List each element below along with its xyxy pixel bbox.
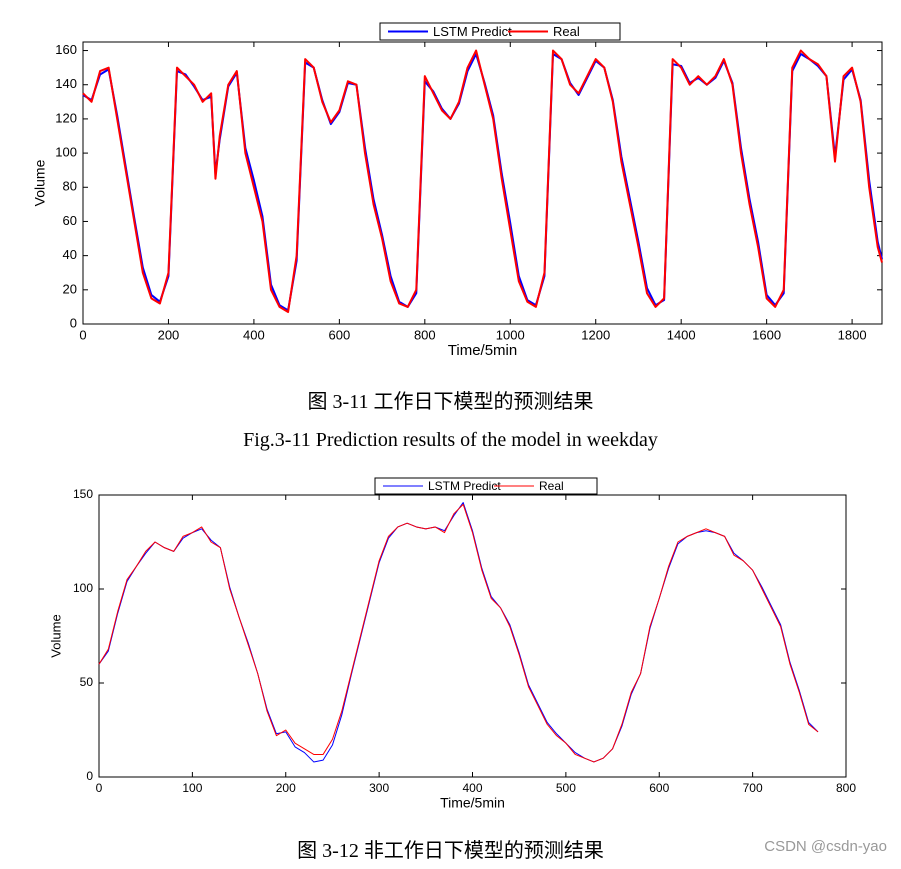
y-tick-label: 40 bbox=[63, 247, 77, 262]
x-tick-label: 200 bbox=[158, 327, 180, 342]
legend-label: Real bbox=[553, 24, 580, 39]
x-tick-label: 1400 bbox=[667, 327, 696, 342]
x-tick-label: 500 bbox=[556, 781, 576, 795]
legend bbox=[374, 477, 598, 495]
y-tick-label: 0 bbox=[86, 769, 93, 783]
x-tick-label: 700 bbox=[743, 781, 763, 795]
plot-area bbox=[82, 41, 883, 325]
y-tick-label: 100 bbox=[55, 145, 77, 160]
legend-label: LSTM Predict bbox=[428, 479, 501, 493]
x-tick-label: 600 bbox=[649, 781, 669, 795]
x-tick-label: 1200 bbox=[581, 327, 610, 342]
x-tick-label: 600 bbox=[329, 327, 351, 342]
x-tick-label: 0 bbox=[79, 327, 86, 342]
y-tick-label: 150 bbox=[73, 487, 93, 501]
y-tick-label: 50 bbox=[80, 675, 94, 689]
series-line bbox=[98, 503, 819, 763]
y-tick-label: 100 bbox=[73, 581, 93, 595]
x-tick-label: 100 bbox=[182, 781, 202, 795]
watermark: CSDN @csdn-yao bbox=[764, 838, 887, 855]
legend-label: LSTM Predict bbox=[433, 24, 512, 39]
x-tick-label: 200 bbox=[276, 781, 296, 795]
y-axis-label: Volume bbox=[32, 159, 48, 206]
x-tick-label: 300 bbox=[369, 781, 389, 795]
x-tick-label: 1600 bbox=[752, 327, 781, 342]
caption: 图 3-12 非工作日下模型的预测结果 bbox=[297, 840, 604, 862]
y-tick-label: 160 bbox=[55, 42, 77, 57]
plot-area bbox=[98, 494, 847, 778]
legend bbox=[379, 22, 621, 41]
x-tick-label: 400 bbox=[462, 781, 482, 795]
y-axis-label: Volume bbox=[48, 614, 63, 657]
x-tick-label: 800 bbox=[414, 327, 436, 342]
y-tick-label: 80 bbox=[63, 179, 77, 194]
y-tick-label: 20 bbox=[63, 281, 77, 296]
x-tick-label: 800 bbox=[836, 781, 856, 795]
x-tick-label: 1000 bbox=[496, 327, 525, 342]
x-axis-label: Time/5min bbox=[440, 795, 505, 811]
x-axis-label: Time/5min bbox=[448, 342, 517, 359]
x-tick-label: 0 bbox=[96, 781, 103, 795]
y-tick-label: 0 bbox=[70, 315, 77, 330]
y-tick-label: 140 bbox=[55, 76, 77, 91]
caption: 图 3-11 工作日下模型的预测结果 bbox=[307, 391, 594, 413]
caption-en: Fig.3-11 Prediction results of the model… bbox=[243, 429, 658, 451]
y-tick-label: 60 bbox=[63, 213, 77, 228]
series-line bbox=[82, 49, 883, 314]
x-tick-label: 400 bbox=[243, 327, 265, 342]
legend-label: Real bbox=[539, 479, 564, 493]
x-tick-label: 1800 bbox=[838, 327, 867, 342]
y-tick-label: 120 bbox=[55, 110, 77, 125]
